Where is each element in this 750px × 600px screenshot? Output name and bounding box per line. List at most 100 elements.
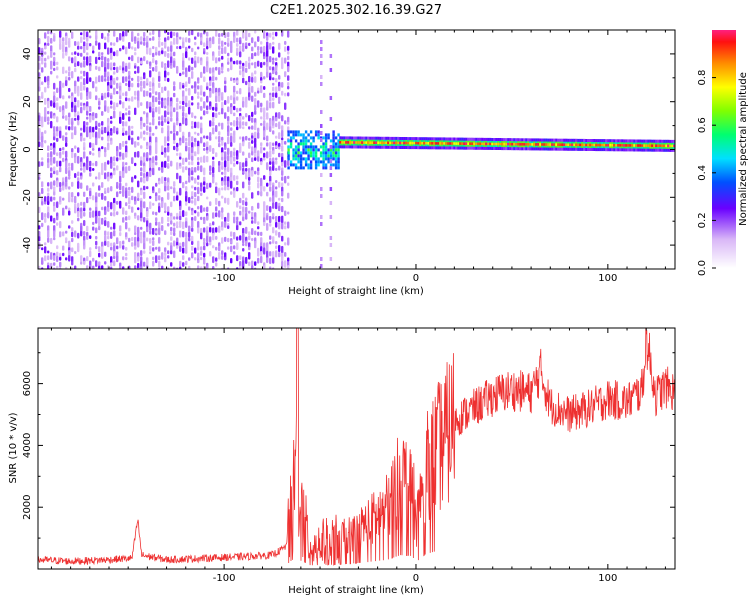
- heatmap-cell: [164, 86, 167, 91]
- heatmap-cell: [188, 146, 191, 154]
- heatmap-cell: [284, 221, 287, 225]
- heatmap-cell: [119, 95, 122, 100]
- heatmap-cell: [182, 131, 185, 137]
- heatmap-cell: [104, 251, 107, 257]
- heatmap-cell: [239, 197, 242, 204]
- heatmap-cell: [71, 261, 74, 266]
- heatmap-cell: [269, 251, 272, 257]
- heatmap-cell: [209, 120, 212, 127]
- heatmap-cell: [125, 246, 128, 251]
- heatmap-cell: [197, 246, 200, 251]
- heatmap-cell: [297, 154, 300, 158]
- heatmap-cell: [107, 125, 110, 132]
- heatmap-cell: [206, 235, 209, 243]
- heatmap-cell: [167, 90, 170, 98]
- heatmap-cell: [98, 51, 101, 57]
- heatmap-cell: [197, 186, 200, 195]
- heatmap-cell: [221, 40, 224, 48]
- heatmap-cell: [245, 160, 248, 167]
- heatmap-cell: [251, 85, 254, 93]
- heatmap-cell: [62, 37, 65, 42]
- heatmap-cell: [188, 197, 191, 204]
- heatmap-cell: [200, 60, 203, 66]
- heatmap-cell: [188, 131, 191, 138]
- heatmap-cell: [92, 126, 95, 133]
- heatmap-cell: [74, 51, 77, 55]
- heatmap-cell: [324, 154, 328, 158]
- heatmap-cell: [257, 202, 260, 209]
- heatmap-cell: [191, 245, 194, 251]
- heatmap-cell: [143, 185, 146, 191]
- heatmap-cell: [110, 47, 113, 55]
- heatmap-cell: [65, 237, 68, 242]
- heatmap-cell: [322, 148, 325, 152]
- heatmap-cell: [281, 260, 284, 268]
- heatmap-cell: [77, 111, 80, 117]
- heatmap-cell: [269, 181, 272, 186]
- heatmap-cell: [188, 57, 191, 61]
- heatmap-cell: [128, 105, 131, 110]
- heatmap-cell: [227, 106, 230, 113]
- heatmap-cell: [224, 46, 227, 54]
- heatmap-cell: [188, 140, 191, 147]
- heatmap-cell: [128, 110, 131, 116]
- heatmap-cell: [200, 40, 203, 46]
- heatmap-cell: [83, 191, 86, 197]
- heatmap-cell: [661, 144, 664, 148]
- heatmap-cell: [269, 206, 272, 213]
- heatmap-cell: [251, 265, 254, 269]
- heatmap-cell: [227, 42, 230, 47]
- heatmap-cell: [77, 115, 80, 121]
- heatmap-cell: [116, 130, 119, 135]
- heatmap-cell: [272, 195, 275, 203]
- heatmap-cell: [65, 115, 68, 121]
- heatmap-cell: [68, 162, 71, 167]
- heatmap-cell: [50, 161, 53, 166]
- heatmap-cell: [86, 95, 89, 101]
- heatmap-cell: [188, 225, 191, 233]
- heatmap-cell: [80, 211, 83, 219]
- heatmap-cell: [233, 190, 236, 198]
- heatmap-cell: [74, 67, 77, 73]
- heatmap-cell: [200, 266, 203, 269]
- heatmap-cell: [173, 125, 176, 133]
- heatmap-cell: [77, 155, 80, 164]
- heatmap-cell: [173, 132, 176, 141]
- heatmap-cell: [161, 201, 164, 209]
- heatmap-cell: [236, 160, 239, 165]
- heatmap-cell: [149, 150, 152, 156]
- heatmap-cell: [149, 195, 152, 199]
- heatmap-cell: [101, 55, 104, 61]
- heatmap-cell: [218, 245, 221, 252]
- heatmap-cell: [191, 216, 194, 222]
- heatmap-cell: [194, 36, 197, 40]
- heatmap-cell: [113, 110, 116, 119]
- heatmap-cell: [95, 76, 98, 84]
- heatmap-cell: [227, 52, 230, 57]
- heatmap-cell: [297, 157, 300, 161]
- heatmap-cell: [581, 143, 584, 147]
- heatmap-cell: [227, 37, 230, 44]
- heatmap-cell: [549, 143, 552, 146]
- heatmap-cell: [47, 85, 50, 89]
- heatmap-cell: [182, 105, 185, 112]
- heatmap-cell: [269, 197, 272, 202]
- heatmap-cell: [200, 165, 203, 173]
- heatmap-cell: [140, 200, 143, 209]
- heatmap-cell: [167, 116, 170, 123]
- heatmap-cell: [230, 231, 233, 237]
- heatmap-cell: [194, 87, 197, 94]
- heatmap-cell: [194, 142, 197, 147]
- heatmap-cell: [128, 70, 131, 76]
- heatmap-cell: [125, 121, 128, 127]
- heatmap-cell: [98, 246, 101, 253]
- heatmap-cell: [236, 216, 239, 221]
- heatmap-cell: [203, 241, 206, 246]
- heatmap-cell: [53, 166, 56, 172]
- heatmap-cell: [191, 71, 194, 79]
- heatmap-cell: [248, 62, 251, 70]
- heatmap-cell: [309, 145, 313, 149]
- heatmap-cell: [68, 207, 71, 211]
- heatmap-cell: [236, 80, 239, 84]
- heatmap-cell: [101, 136, 104, 141]
